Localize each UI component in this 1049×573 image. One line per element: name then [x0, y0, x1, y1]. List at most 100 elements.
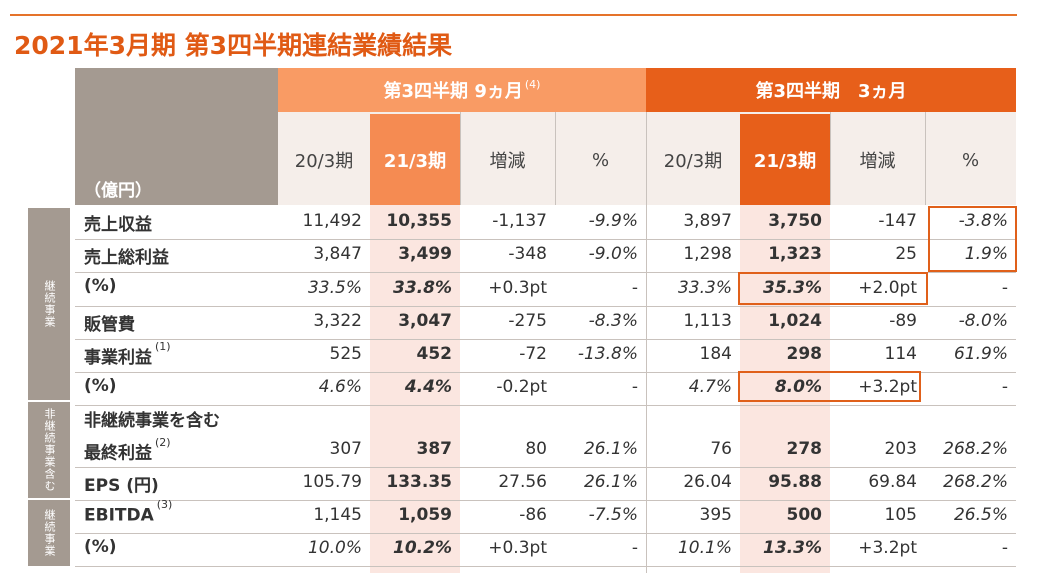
table-cell: +2.0pt [858, 278, 917, 298]
header-group2 [646, 68, 1016, 112]
table-cell: 133.35 [386, 472, 452, 492]
table-cell: 114 [884, 344, 917, 364]
table-cell: 95.88 [768, 472, 822, 492]
column-header-4: 20/3期 [663, 151, 723, 172]
table-cell: 13.3% [763, 538, 822, 558]
table-cell: 26.1% [583, 472, 638, 492]
row-label: 販管費 [84, 310, 135, 335]
table-cell: 80 [525, 439, 547, 459]
table-cell: - [631, 377, 638, 397]
table-cell: -9.0% [588, 244, 638, 264]
group1-title: 第3四半期 9ヵ月 (4) [383, 77, 541, 103]
row-divider [75, 533, 1016, 534]
row-label-text: 売上収益 [84, 215, 152, 235]
row-divider [75, 339, 1016, 340]
table-cell: 35.3% [763, 278, 822, 298]
table-cell: 10.1% [677, 538, 732, 558]
header-divider [460, 112, 461, 205]
table-cell: 1.9% [964, 244, 1008, 264]
table-cell: 525 [329, 344, 362, 364]
table-cell: 203 [884, 439, 917, 459]
row-label-text: (%) [84, 276, 117, 296]
segment-incl-discontinued: 非継続事業含む [28, 402, 70, 498]
column-header-6: 増減 [859, 151, 896, 172]
row-label-text: 非継続事業を含む [84, 411, 220, 431]
row-label: (%) [84, 276, 117, 296]
table-cell: 1,024 [768, 311, 822, 331]
table-cell: 452 [416, 344, 453, 364]
table-cell: +0.3pt [488, 278, 547, 298]
row-divider [75, 467, 1016, 468]
row-divider [75, 372, 1016, 373]
table-cell: 8.0% [774, 377, 822, 397]
table-cell: -0.2pt [496, 377, 547, 397]
row-label-text: EPS (円) [84, 476, 159, 496]
group2-title: 第3四半期 3ヵ月 [755, 81, 907, 102]
table-cell: -1,137 [492, 211, 547, 231]
table-cell: -7.5% [588, 505, 638, 525]
row-label-text: 販管費 [84, 315, 135, 335]
table-cell: 26.1% [583, 439, 638, 459]
table-cell: 307 [329, 439, 362, 459]
column-header-7: % [961, 149, 980, 171]
table-cell: 298 [786, 344, 823, 364]
page-title: 2021年3月期 第3四半期連結業績結果 [14, 31, 453, 60]
row-label-text-line2: 最終利益 [84, 443, 152, 464]
table-cell: -13.8% [577, 344, 638, 364]
row-divider [75, 306, 1016, 307]
table-cell: 3,047 [398, 311, 452, 331]
row-label-text: (%) [84, 376, 117, 396]
row-label-note: (1) [155, 340, 171, 354]
col-highlight-3m-body [740, 205, 830, 573]
header-label-cell [75, 68, 278, 205]
table-cell: 395 [699, 505, 732, 525]
table-cell: - [1001, 278, 1008, 298]
table-cell: - [631, 278, 638, 298]
highlight-box-sales-pct [928, 206, 1017, 272]
highlight-box-gross-margin [738, 272, 928, 305]
table-cell: 33.5% [307, 278, 362, 298]
top-rule [10, 14, 1017, 16]
col-highlight-9m [370, 114, 460, 205]
row-label: 売上収益 [84, 210, 152, 235]
table-cell: - [1001, 377, 1008, 397]
row-divider [75, 272, 1016, 273]
table-cell: 4.7% [688, 377, 732, 397]
row-label: (%) [84, 537, 117, 557]
unit-label: （億円） [84, 181, 152, 201]
table-cell: 268.2% [943, 439, 1008, 459]
table-cell: -147 [878, 211, 917, 231]
table-cell: -275 [508, 311, 547, 331]
column-header-5: 21/3期 [753, 151, 817, 172]
table-cell: 1,323 [768, 244, 822, 264]
table-cell: 3,499 [398, 244, 452, 264]
row-divider [75, 405, 1016, 406]
table-cell: 3,847 [313, 244, 362, 264]
table-cell: -86 [519, 505, 547, 525]
table-cell: -8.0% [958, 311, 1008, 331]
table-cell: 10.2% [393, 538, 452, 558]
header-divider [925, 112, 926, 205]
header-group1 [278, 68, 646, 112]
table-cell: 10,355 [386, 211, 452, 231]
table-cell: - [1001, 538, 1008, 558]
row-label-text: EBITDA [84, 505, 154, 526]
row-label-note: (2) [155, 436, 171, 449]
table-cell: 500 [786, 505, 823, 525]
group-divider [646, 112, 647, 573]
table-cell: 105 [884, 505, 917, 525]
row-label: 非継続事業を含む 最終利益(2) [84, 407, 220, 468]
row-label: 売上総利益 [84, 243, 169, 268]
row-divider [75, 566, 1016, 567]
table-cell: 387 [416, 439, 453, 459]
table-cell: 1,145 [313, 505, 362, 525]
row-label-text: (%) [84, 537, 117, 557]
table-cell: 61.9% [953, 344, 1008, 364]
row-label: EBITDA(3) [84, 498, 172, 526]
table-cell: 10.0% [307, 538, 362, 558]
table-cell: -348 [508, 244, 547, 264]
table-cell: 1,059 [398, 505, 452, 525]
table-cell: 33.3% [677, 278, 732, 298]
table-cell: 4.6% [318, 377, 362, 397]
header-divider [555, 112, 556, 205]
